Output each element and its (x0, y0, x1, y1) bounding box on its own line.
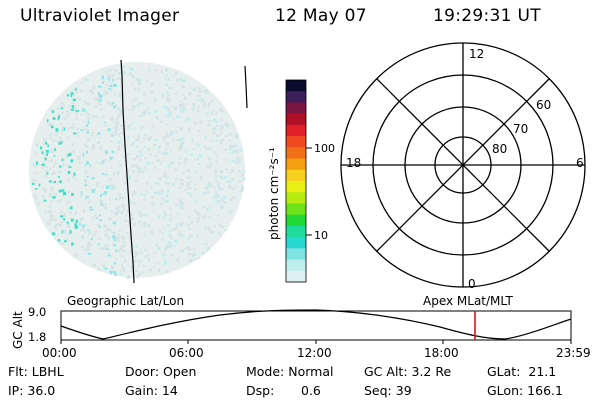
status-dsp-value: 0.6 (301, 383, 321, 398)
colorbar-segment (286, 169, 306, 182)
terminator-line (120, 59, 135, 284)
timeline-xlabel-0600: 06:00 (169, 346, 204, 360)
colorbar-segment (286, 113, 306, 126)
polar-lat-label-60: 60 (536, 98, 551, 112)
instrument-title: Ultraviolet Imager (20, 6, 180, 26)
colorbar-tick-label-100: 100 (314, 142, 335, 155)
colorbar-tick-label-10: 10 (314, 229, 328, 242)
status-glon: GLon: 166.1 (487, 383, 563, 398)
colorbar-segment (286, 259, 306, 272)
timeline-left-label: Geographic Lat/Lon (67, 294, 184, 308)
colorbar-segment (286, 192, 306, 205)
timeline-xlabel-1800: 18:00 (424, 346, 459, 360)
timeline-frame (60, 310, 572, 341)
colorbar-segment (286, 158, 306, 171)
status-seq: Seq: 39 (364, 383, 412, 398)
status-ip: IP: 36.0 (8, 383, 56, 398)
timeline-axis-label: GC Alt (11, 311, 25, 349)
timeline-ytick-1-8: 1.8 (28, 330, 46, 344)
timeline-right-label: Apex MLat/MLT (423, 294, 513, 308)
polar-diagonal-b (376, 78, 550, 252)
status-gain: Gain: 14 (125, 383, 178, 398)
polar-lat-label-70: 70 (513, 122, 528, 136)
polar-label-0: 0 (468, 277, 476, 291)
timeline-xlabel-2359: 23:59 (556, 346, 591, 360)
colorbar-segment (286, 237, 306, 249)
status-gc-alt: GC Alt: 3.2 Re (364, 364, 452, 379)
colorbar-segment (286, 147, 306, 160)
colorbar-segment (286, 203, 306, 216)
status-dsp-label: Dsp: (246, 383, 275, 398)
status-mode: Mode: Normal (246, 364, 334, 379)
altitude-curve (60, 309, 572, 340)
colorbar-segment (286, 181, 306, 193)
colorbar-frame (285, 79, 307, 283)
terminator-line-right (244, 65, 248, 109)
polar-label-6: 6 (576, 156, 584, 170)
time-label: 19:29:31 UT (433, 6, 541, 26)
colorbar-segment (286, 270, 306, 283)
timeline-ytick-9: 9.0 (28, 305, 46, 319)
colorbar (286, 80, 306, 283)
colorbar-segment (286, 136, 306, 148)
date-label: 12 May 07 (275, 6, 367, 26)
uv-image (29, 59, 248, 284)
uv-image-disk (29, 62, 245, 278)
colorbar-segment (286, 225, 306, 238)
colorbar-segment (286, 91, 306, 104)
polar-grid (340, 42, 586, 288)
status-filter: Flt: LBHL (8, 364, 64, 379)
polar-lat-label-80: 80 (492, 142, 507, 156)
timeline-xlabel-1200: 12:00 (297, 346, 332, 360)
status-door: Door: Open (125, 364, 197, 379)
colorbar-segment (286, 248, 306, 261)
polar-label-18: 18 (346, 156, 361, 170)
colorbar-segment (286, 214, 306, 227)
colorbar-unit-label: photon cm⁻²s⁻¹ (267, 147, 281, 240)
uv-speckles (32, 65, 246, 279)
colorbar-segment (286, 124, 306, 137)
polar-label-12: 12 (469, 47, 484, 61)
status-glat: GLat: 21.1 (487, 364, 557, 379)
timeline-xlabel-0000: 00:00 (42, 346, 77, 360)
colorbar-segment (286, 102, 306, 115)
colorbar-segment (286, 80, 306, 92)
